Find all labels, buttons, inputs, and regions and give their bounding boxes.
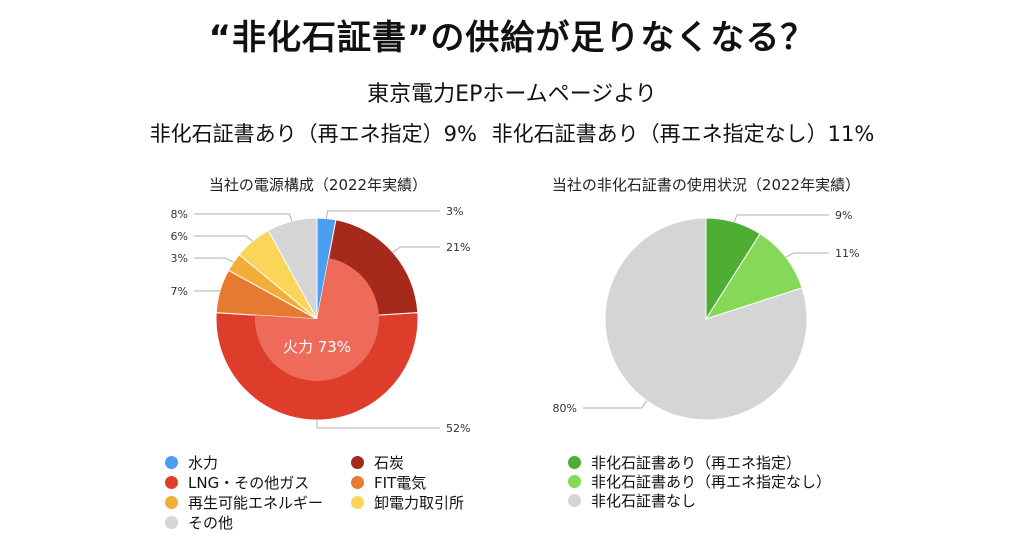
- power-mix-leader-0: [326, 210, 440, 219]
- non-fossil-pie: 9% 11% 80%: [553, 209, 859, 421]
- legend-swatch-hydro: [165, 456, 178, 469]
- legend-label-hydro: 水力: [188, 454, 219, 472]
- legend-item-nf-nonre: 非化石証書あり（再エネ指定なし）: [568, 471, 831, 492]
- legend-label-nf-re: 非化石証書あり（再エネ指定）: [591, 454, 802, 472]
- power-mix-leader-5: [194, 235, 253, 242]
- non-fossil-data-label-1: 11%: [835, 247, 859, 260]
- power-mix-data-label-0: 3%: [446, 205, 463, 218]
- power-mix-leader-2: [316, 420, 440, 429]
- power-mix-data-label-6: 8%: [171, 208, 188, 221]
- legend-label-renewable: 再生可能エネルギー: [188, 494, 324, 512]
- legend-swatch-nf-nonre: [568, 475, 581, 488]
- legend-label-fit: FIT電気: [374, 474, 427, 492]
- legend-item-fit: FIT電気: [351, 472, 426, 493]
- non-fossil-leader-0: [733, 214, 829, 223]
- legend-item-nf-re: 非化石証書あり（再エネ指定）: [568, 452, 801, 473]
- non-fossil-data-label-0: 9%: [835, 209, 852, 222]
- thermal-inner-label: 火力 73%: [283, 338, 351, 356]
- legend-label-jepx: 卸電力取引所: [374, 494, 465, 512]
- legend-swatch-nf-none: [568, 494, 581, 507]
- summary-line: 非化石証書あり（再エネ指定）9% 非化石証書あり（再エネ指定なし）11%: [0, 118, 1024, 148]
- non-fossil-slice-1: [704, 233, 803, 320]
- chart2-legend: 非化石証書あり（再エネ指定） 非化石証書あり（再エネ指定なし） 非化石証書なし: [568, 452, 908, 512]
- legend-label-other: その他: [188, 514, 234, 532]
- power-mix-slice-6: [267, 217, 318, 320]
- legend-swatch-jepx: [351, 496, 364, 509]
- legend-swatch-coal: [351, 456, 364, 469]
- non-fossil-data-label-2: 80%: [553, 402, 577, 415]
- legend-label-nf-none: 非化石証書なし: [591, 492, 697, 510]
- power-mix-data-label-4: 3%: [171, 252, 188, 265]
- legend-label-nf-nonre: 非化石証書あり（再エネ指定なし）: [591, 473, 832, 491]
- legend-item-nf-none: 非化石証書なし: [568, 490, 696, 511]
- legend-item-hydro: 水力: [165, 452, 218, 473]
- summary-non-designated: 非化石証書あり（再エネ指定なし）11%: [491, 122, 875, 146]
- legend-swatch-fit: [351, 476, 364, 489]
- chart1-legend: 水力 石炭 LNG・その他ガス FIT電気 再生可能エネルギー 卸電力取引所 そ…: [165, 452, 525, 532]
- power-mix-data-label-2: 52%: [446, 422, 470, 435]
- legend-swatch-renewable: [165, 496, 178, 509]
- legend-item-renewable: 再生可能エネルギー: [165, 492, 323, 513]
- non-fossil-leader-1: [785, 252, 829, 258]
- non-fossil-leader-2: [583, 400, 648, 409]
- power-mix-leader-4: [194, 257, 234, 263]
- chart1-title: 当社の電源構成（2022年実績）: [209, 176, 427, 194]
- chart2-title: 当社の非化石証書の使用状況（2022年実績）: [552, 176, 860, 194]
- power-mix-data-label-1: 21%: [446, 241, 470, 254]
- legend-label-coal: 石炭: [374, 454, 405, 472]
- power-mix-leader-6: [194, 213, 293, 222]
- source-note: 東京電力EPホームページより: [367, 82, 657, 107]
- legend-item-jepx: 卸電力取引所: [351, 492, 464, 513]
- power-mix-pie: 3% 21% 52% 7% 3% 6% 8% 火力 73%: [171, 205, 471, 435]
- legend-swatch-lng: [165, 476, 178, 489]
- legend-item-coal: 石炭: [351, 452, 404, 473]
- legend-swatch-other: [165, 516, 178, 529]
- legend-label-lng: LNG・その他ガス: [188, 474, 310, 492]
- legend-swatch-nf-re: [568, 456, 581, 469]
- page-title: “非化石証書”の供給が足りなくなる？: [208, 18, 816, 58]
- power-mix-data-label-3: 7%: [171, 285, 188, 298]
- legend-item-lng: LNG・その他ガス: [165, 472, 309, 493]
- thermal-inner-ring: [254, 258, 379, 382]
- power-mix-data-label-5: 6%: [171, 230, 188, 243]
- non-fossil-slice-2: [604, 217, 808, 421]
- legend-item-other: その他: [165, 512, 233, 533]
- power-mix-leader-1: [392, 246, 440, 253]
- summary-re-designated: 非化石証書あり（再エネ指定）9%: [149, 122, 477, 146]
